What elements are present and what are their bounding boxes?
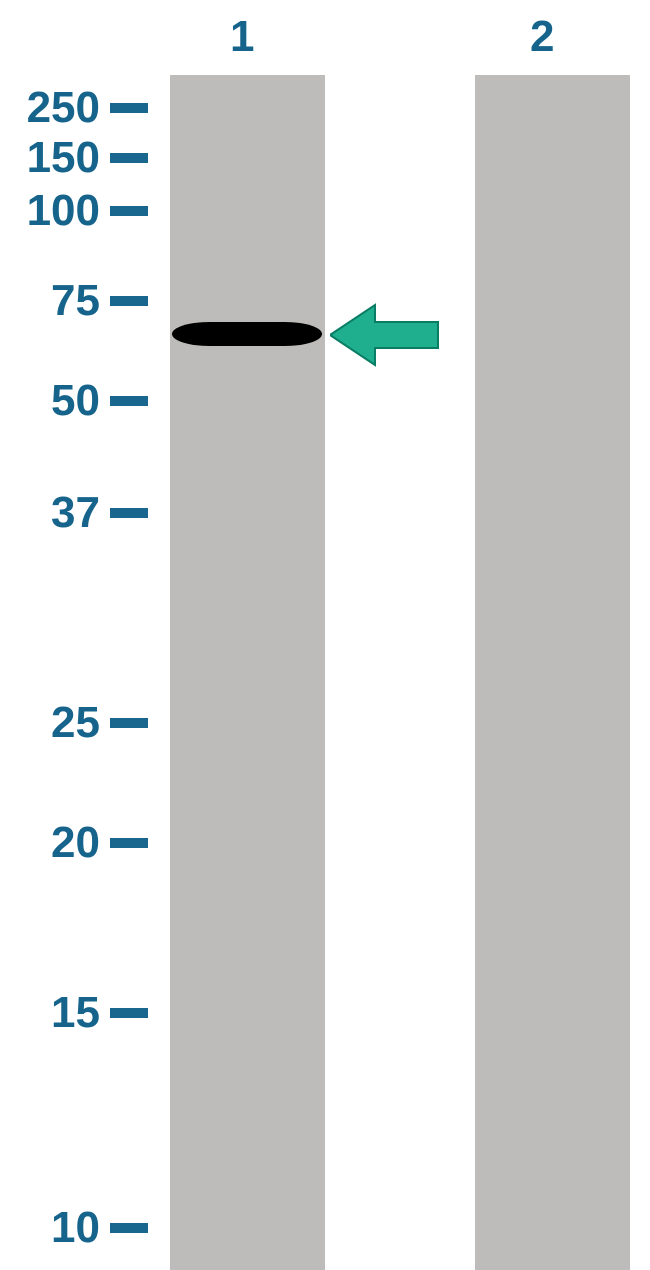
marker-row: 100	[0, 186, 148, 236]
lane-label-1: 1	[230, 12, 254, 62]
marker-tick-icon	[110, 1223, 148, 1233]
band-arrow-icon	[330, 300, 440, 370]
lane-2	[475, 75, 630, 1270]
marker-value: 50	[0, 376, 100, 426]
marker-row: 15	[0, 988, 148, 1038]
western-blot-figure: 1 2 250150100 75 50 37 25 20 15 10	[0, 0, 650, 1270]
marker-value: 150	[0, 133, 100, 183]
marker-row: 150	[0, 133, 148, 183]
protein-band	[172, 322, 322, 346]
marker-value: 25	[0, 698, 100, 748]
marker-value: 75	[0, 276, 100, 326]
marker-tick-icon	[110, 153, 148, 163]
lane-label-2: 2	[530, 12, 554, 62]
marker-row: 25	[0, 698, 148, 748]
marker-row: 50	[0, 376, 148, 426]
lane-1	[170, 75, 325, 1270]
marker-tick-icon	[110, 396, 148, 406]
marker-tick-icon	[110, 296, 148, 306]
marker-row: 20	[0, 818, 148, 868]
marker-value: 10	[0, 1203, 100, 1253]
marker-row: 250	[0, 83, 148, 133]
marker-tick-icon	[110, 103, 148, 113]
marker-tick-icon	[110, 206, 148, 216]
marker-tick-icon	[110, 718, 148, 728]
marker-row: 10	[0, 1203, 148, 1253]
marker-row: 37	[0, 488, 148, 538]
marker-tick-icon	[110, 838, 148, 848]
marker-tick-icon	[110, 1008, 148, 1018]
marker-value: 100	[0, 186, 100, 236]
marker-value: 15	[0, 988, 100, 1038]
marker-tick-icon	[110, 508, 148, 518]
marker-value: 250	[0, 83, 100, 133]
marker-value: 37	[0, 488, 100, 538]
marker-value: 20	[0, 818, 100, 868]
marker-row: 75	[0, 276, 148, 326]
